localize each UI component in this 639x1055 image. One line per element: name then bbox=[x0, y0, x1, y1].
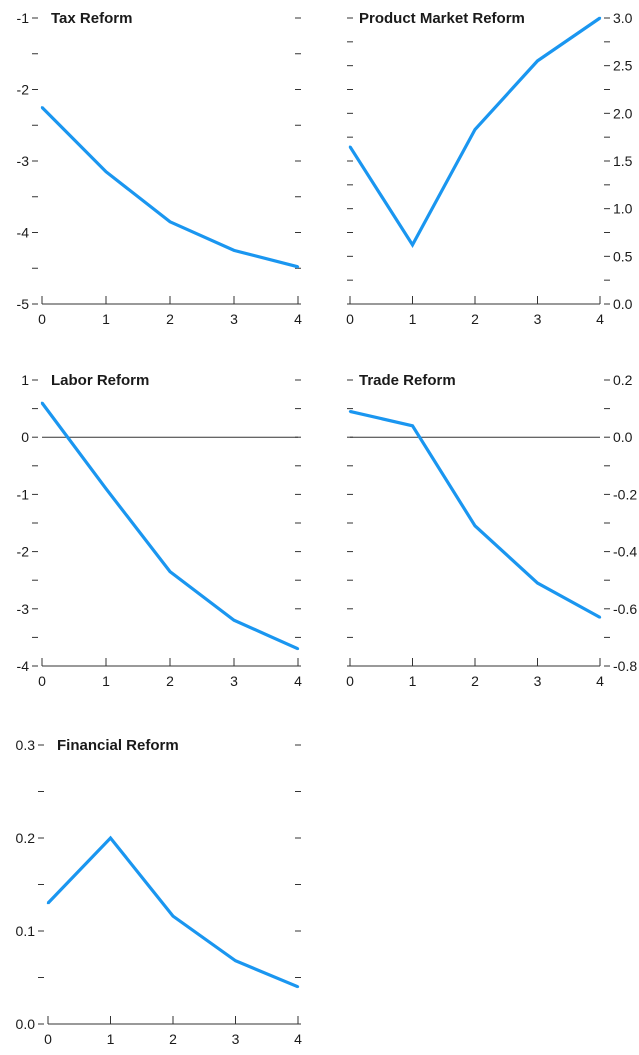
x-tick-label: 3 bbox=[232, 1031, 240, 1047]
y-tick-label: 0.2 bbox=[16, 830, 36, 846]
data-point bbox=[598, 616, 602, 619]
y-tick-label: 0.5 bbox=[613, 248, 633, 264]
series-line bbox=[348, 16, 601, 249]
x-tick-label: 0 bbox=[44, 1031, 52, 1047]
y-tick-label: -2 bbox=[17, 82, 30, 98]
x-tick-label: 2 bbox=[166, 673, 174, 689]
data-point bbox=[104, 487, 108, 490]
y-tick-label: 0 bbox=[21, 429, 29, 445]
y-tick-label: -3 bbox=[17, 601, 30, 617]
y-tick-label: -4 bbox=[17, 225, 30, 241]
y-tick-label: 1 bbox=[21, 372, 29, 388]
x-tick-label: 2 bbox=[169, 1031, 177, 1047]
x-tick-label: 3 bbox=[534, 311, 542, 327]
y-tick-label: -0.8 bbox=[613, 658, 637, 674]
x-tick-label: 3 bbox=[534, 673, 542, 689]
panel-5: Financial Reform 0 1 2 3 4 0.3 0.2 0.1 0.0 bbox=[16, 737, 303, 1047]
x-tick-label: 1 bbox=[107, 1031, 115, 1047]
data-point bbox=[411, 243, 414, 247]
x-tick-label: 1 bbox=[102, 311, 110, 327]
x-tick-label: 2 bbox=[471, 673, 479, 689]
x-tick-label: 4 bbox=[596, 673, 604, 689]
data-point bbox=[348, 410, 352, 413]
data-point bbox=[171, 914, 175, 918]
data-point bbox=[168, 570, 172, 573]
series-line bbox=[46, 835, 299, 989]
data-point bbox=[348, 145, 352, 148]
y-tick-label: 0.0 bbox=[613, 429, 633, 445]
y-tick-label: -2 bbox=[17, 544, 30, 560]
panel-title: Trade Reform bbox=[359, 372, 456, 389]
y-tick-label: -0.2 bbox=[613, 486, 637, 502]
panel-1: Tax Reform 0 1 2 3 4 -1 -2 -3 -4 -5 bbox=[17, 10, 303, 327]
x-tick-label: 1 bbox=[409, 673, 417, 689]
panel-title: Labor Reform bbox=[51, 372, 149, 389]
x-tick-label: 3 bbox=[230, 311, 238, 327]
y-tick-label: -1 bbox=[17, 10, 30, 26]
data-point bbox=[411, 424, 414, 427]
y-tick-label: 1.0 bbox=[613, 201, 633, 217]
data-point bbox=[104, 170, 108, 173]
panel-title: Financial Reform bbox=[57, 737, 179, 754]
series-line bbox=[40, 401, 299, 651]
x-tick-label: 4 bbox=[294, 311, 302, 327]
data-point bbox=[40, 401, 44, 405]
panel-3: Labor Reform 0 1 2 3 4 1 0 -1 -2 -3 -4 bbox=[17, 372, 303, 689]
y-tick-label: -0.6 bbox=[613, 601, 637, 617]
data-point bbox=[234, 959, 237, 962]
data-point bbox=[232, 619, 236, 622]
data-point bbox=[40, 106, 44, 109]
y-tick-label: -0.4 bbox=[613, 544, 637, 560]
series-line bbox=[40, 106, 299, 269]
data-point bbox=[473, 128, 477, 131]
data-point bbox=[109, 836, 112, 840]
data-point bbox=[536, 59, 539, 63]
x-tick-label: 0 bbox=[346, 673, 354, 689]
data-point bbox=[296, 985, 300, 988]
panel-title: Product Market Reform bbox=[359, 10, 525, 27]
data-point bbox=[296, 647, 300, 651]
y-tick-label: 0.0 bbox=[613, 296, 633, 312]
data-point bbox=[46, 901, 50, 905]
x-tick-label: 0 bbox=[38, 673, 46, 689]
data-point bbox=[598, 16, 602, 20]
data-point bbox=[296, 265, 300, 269]
y-tick-label: -5 bbox=[17, 296, 30, 312]
x-tick-label: 4 bbox=[596, 311, 604, 327]
panel-title: Tax Reform bbox=[51, 10, 132, 27]
series-line bbox=[349, 409, 601, 619]
y-tick-label: 0.0 bbox=[16, 1016, 36, 1032]
y-tick-label: -3 bbox=[17, 153, 30, 169]
panel-2: Product Market Reform 0 1 2 3 4 0.0 0.5 1.0 1.5 2.… bbox=[346, 10, 633, 327]
y-tick-label: 3.0 bbox=[613, 10, 633, 26]
data-point bbox=[168, 220, 172, 223]
x-tick-label: 4 bbox=[294, 1031, 302, 1047]
y-tick-label: 2.5 bbox=[613, 58, 633, 74]
x-tick-label: 0 bbox=[346, 311, 354, 327]
y-tick-label: -4 bbox=[17, 658, 30, 674]
y-tick-label: 0.1 bbox=[16, 923, 36, 939]
x-tick-label: 3 bbox=[230, 673, 238, 689]
y-tick-label: 2.0 bbox=[613, 105, 633, 121]
data-point bbox=[473, 524, 477, 528]
data-point bbox=[232, 249, 236, 252]
x-tick-label: 1 bbox=[409, 311, 417, 327]
y-tick-label: 0.3 bbox=[16, 737, 36, 753]
x-tick-label: 1 bbox=[102, 673, 110, 689]
y-tick-label: 1.5 bbox=[613, 153, 633, 169]
x-tick-label: 4 bbox=[294, 673, 302, 689]
panel-4: Trade Reform 0 1 2 3 4 0.2 0.0 -0.2 -0.4 -0.6 -0.8 bbox=[346, 372, 637, 689]
x-tick-label: 0 bbox=[38, 311, 46, 327]
x-tick-label: 2 bbox=[471, 311, 479, 327]
data-point bbox=[536, 581, 539, 585]
x-tick-label: 2 bbox=[166, 311, 174, 327]
y-tick-label: 0.2 bbox=[613, 372, 633, 388]
y-tick-label: -1 bbox=[17, 486, 30, 502]
